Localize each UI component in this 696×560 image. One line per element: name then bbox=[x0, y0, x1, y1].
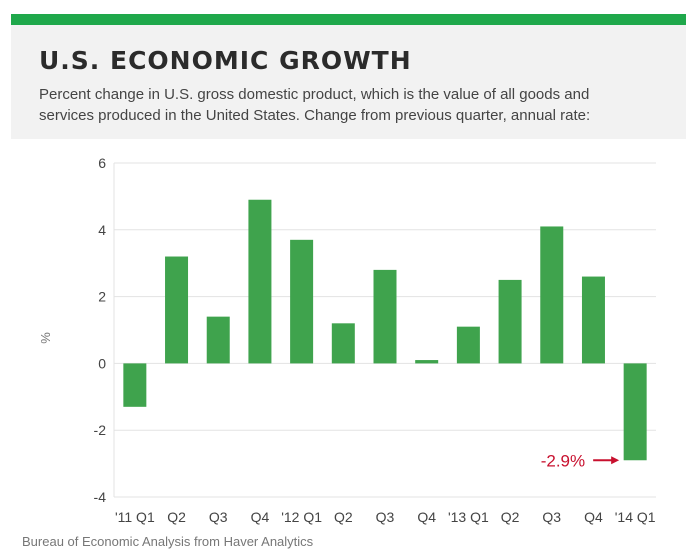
bar bbox=[456, 326, 480, 364]
bar bbox=[248, 199, 272, 364]
x-tick-label: '12 Q1 bbox=[281, 509, 322, 525]
x-tick-label: '11 Q1 bbox=[115, 509, 155, 525]
annotation-label: -2.9% bbox=[541, 451, 585, 470]
bar bbox=[373, 269, 397, 364]
bar bbox=[623, 363, 647, 461]
y-tick-label: 0 bbox=[98, 355, 106, 371]
bars bbox=[123, 199, 647, 461]
x-tick-label: Q3 bbox=[209, 509, 228, 525]
bar bbox=[498, 279, 522, 364]
y-axis-ticks: 6 4 2 0 -2 -4 bbox=[94, 155, 107, 505]
chart-title: U.S. ECONOMIC GROWTH bbox=[39, 46, 412, 75]
x-axis-ticks: '11 Q1 Q2 Q3 Q4 '12 Q1 Q2 Q3 Q4 '13 Q1 Q2 Q3 Q4 '14 … bbox=[115, 509, 656, 525]
bar bbox=[415, 360, 439, 364]
y-tick-label: 4 bbox=[98, 222, 106, 238]
annotation: -2.9% bbox=[541, 451, 620, 470]
bar bbox=[540, 226, 564, 364]
bar bbox=[290, 239, 314, 364]
bar bbox=[165, 256, 189, 364]
y-tick-label: 6 bbox=[98, 155, 106, 171]
x-tick-label: Q2 bbox=[334, 509, 353, 525]
x-tick-label: Q4 bbox=[417, 509, 436, 525]
y-tick-label: 2 bbox=[98, 289, 106, 305]
x-tick-label: Q2 bbox=[167, 509, 186, 525]
bar bbox=[206, 316, 230, 364]
y-axis-label: % bbox=[38, 332, 53, 344]
x-tick-label: Q2 bbox=[501, 509, 520, 525]
x-tick-label: Q4 bbox=[584, 509, 603, 525]
y-tick-label: -4 bbox=[94, 489, 107, 505]
bar bbox=[581, 276, 605, 364]
annotation-arrow-icon bbox=[611, 456, 620, 465]
x-tick-label: Q4 bbox=[251, 509, 270, 525]
x-tick-label: '13 Q1 bbox=[448, 509, 489, 525]
chart-subtitle: Percent change in U.S. gross domestic pr… bbox=[39, 86, 591, 124]
source-note: Bureau of Economic Analysis from Haver A… bbox=[22, 534, 314, 549]
bar bbox=[331, 323, 355, 364]
accent-bar bbox=[11, 14, 686, 25]
x-tick-label: Q3 bbox=[376, 509, 395, 525]
bar bbox=[123, 363, 147, 407]
x-tick-label: Q3 bbox=[542, 509, 561, 525]
x-tick-label: '14 Q1 bbox=[615, 509, 656, 525]
y-tick-label: -2 bbox=[94, 422, 107, 438]
